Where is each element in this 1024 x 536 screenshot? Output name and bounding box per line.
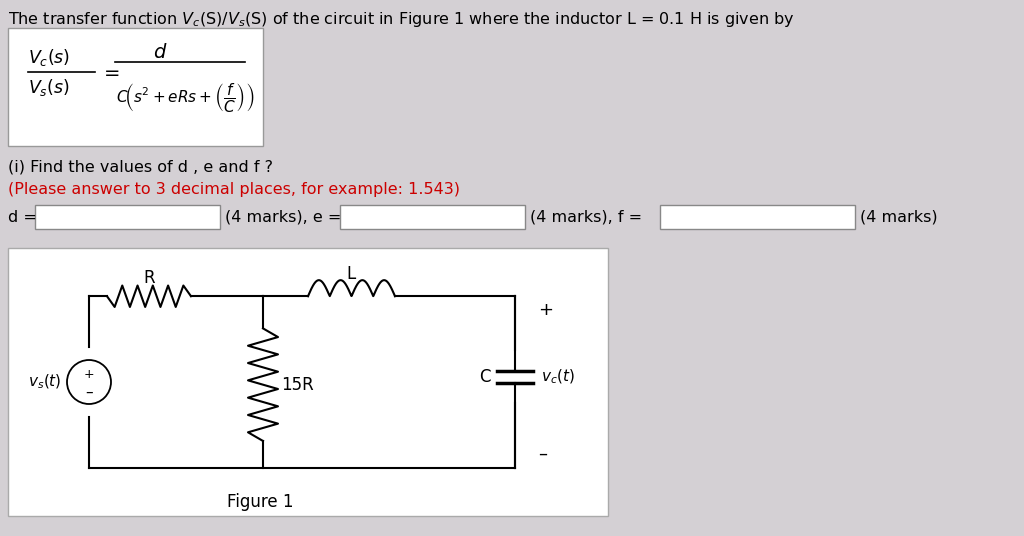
Text: $C\!\left(s^2 + eRs + \left(\dfrac{f}{C}\right)\right)$: $C\!\left(s^2 + eRs + \left(\dfrac{f}{C}… <box>116 80 254 114</box>
Bar <box>660 205 855 229</box>
Bar <box>8 248 608 516</box>
Text: –: – <box>538 445 547 463</box>
Text: $d$: $d$ <box>153 42 167 62</box>
Bar <box>35 205 220 229</box>
Text: (4 marks), e =: (4 marks), e = <box>225 210 341 225</box>
Text: (4 marks): (4 marks) <box>860 210 938 225</box>
Text: C: C <box>479 368 490 385</box>
Text: $V_c(s)$: $V_c(s)$ <box>28 48 71 69</box>
FancyBboxPatch shape <box>8 28 263 146</box>
Bar <box>340 205 525 229</box>
Text: d =: d = <box>8 210 37 225</box>
Text: –: – <box>85 384 93 399</box>
Text: 15R: 15R <box>281 376 313 393</box>
Text: Figure 1: Figure 1 <box>226 493 293 511</box>
Text: The transfer function $V_c$(S)/$V_s$(S) of the circuit in Figure 1 where the ind: The transfer function $V_c$(S)/$V_s$(S) … <box>8 10 795 29</box>
Text: $V_s(s)$: $V_s(s)$ <box>28 77 70 98</box>
Text: +: + <box>538 301 553 319</box>
Text: R: R <box>143 269 155 287</box>
Text: L: L <box>346 265 355 283</box>
Circle shape <box>67 360 111 404</box>
Text: (4 marks), f =: (4 marks), f = <box>530 210 642 225</box>
Text: $=$: $=$ <box>100 63 120 81</box>
Text: +: + <box>84 368 94 381</box>
Text: (i) Find the values of d , e and f ?: (i) Find the values of d , e and f ? <box>8 160 273 175</box>
Text: $v_s(t)$: $v_s(t)$ <box>29 373 62 391</box>
Text: (Please answer to 3 decimal places, for example: 1.543): (Please answer to 3 decimal places, for … <box>8 182 460 197</box>
Text: $v_c(t)$: $v_c(t)$ <box>541 368 574 386</box>
